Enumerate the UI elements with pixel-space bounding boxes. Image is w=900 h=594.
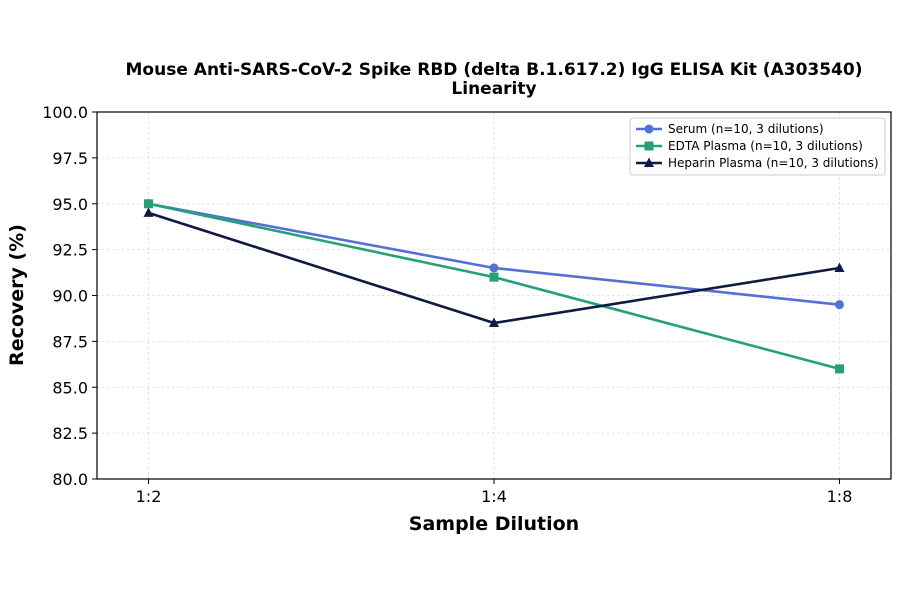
y-tick-label: 80.0 [52,470,88,489]
y-axis-label: Recovery (%) [6,224,28,366]
data-point-1-1 [489,272,499,282]
legend-label: Serum (n=10, 3 dilutions) [668,122,824,136]
data-point-1-2 [835,364,844,374]
series-group [143,199,845,374]
legend-item-0: Serum (n=10, 3 dilutions) [636,122,824,136]
data-point-0-2 [835,300,844,310]
legend-label: Heparin Plasma (n=10, 3 dilutions) [668,156,879,170]
data-point-legend-1 [644,141,654,151]
legend-item-1: EDTA Plasma (n=10, 3 dilutions) [636,139,863,153]
x-tick-label: 1:8 [827,487,853,506]
data-point-legend-2 [644,157,654,167]
series-2 [143,207,845,328]
data-point-2-0 [143,207,154,217]
series-1 [144,199,844,374]
y-tick-label: 92.5 [52,241,88,260]
chart-title-line-1: Mouse Anti-SARS-CoV-2 Spike RBD (delta B… [126,60,863,80]
legend-box [629,117,886,176]
y-tick-label: 90.0 [52,287,88,306]
x-axis-label: Sample Dilution [409,513,579,535]
chart-title-line-2: Linearity [451,79,536,99]
x-tick-label: 1:2 [136,487,162,506]
data-point-1-0 [144,199,153,209]
y-tick-label: 95.0 [52,195,88,214]
data-point-0-1 [489,263,499,273]
axes: 80.0 82.5 85.0 87.5 90.0 92.5 95.0 97.5 100.0 1:2… [42,103,892,506]
y-tick-label: 82.5 [52,424,88,443]
y-tick-label: 87.5 [52,332,88,351]
legend-item-2: Heparin Plasma (n=10, 3 dilutions) [636,156,879,170]
legend-label: EDTA Plasma (n=10, 3 dilutions) [668,139,863,153]
data-point-legend-0 [644,124,654,134]
y-tick-label: 100.0 [42,103,88,122]
legend: Serum (n=10, 3 dilutions) EDTA Plasma (n=… [629,117,886,176]
y-tick-label: 97.5 [52,149,88,168]
data-point-2-1 [489,317,499,328]
data-point-2-2 [834,262,845,272]
x-tick-label: 1:4 [481,487,507,506]
y-tick-label: 85.0 [52,378,88,397]
plot-frame [96,111,892,480]
